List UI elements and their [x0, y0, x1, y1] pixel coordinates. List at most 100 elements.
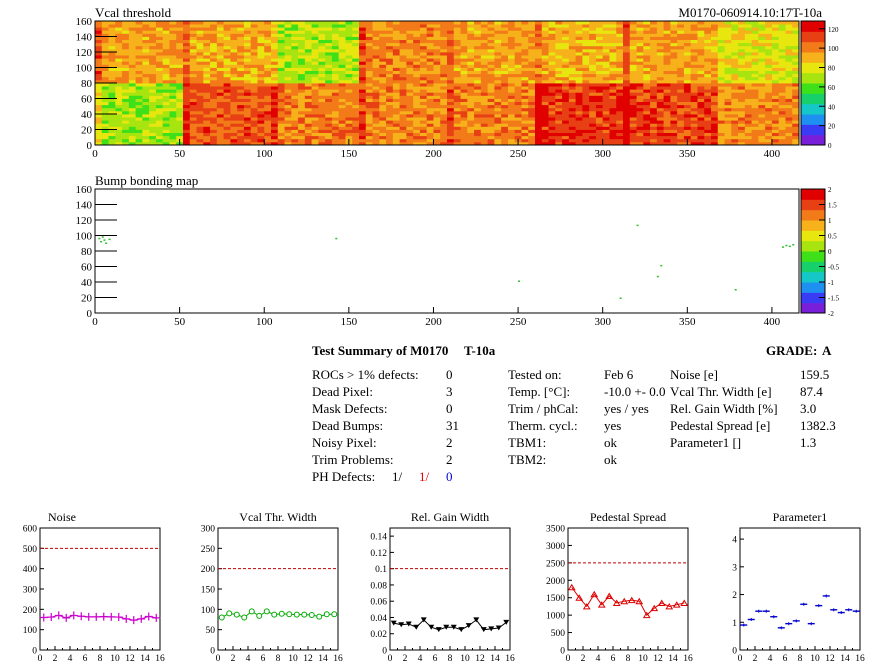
heatmap-cell [277, 76, 285, 81]
heatmap-cell [142, 86, 150, 90]
heatmap-cell [284, 117, 292, 121]
heatmap-cell [338, 138, 346, 143]
heatmap-cell [257, 89, 265, 93]
heatmap-cell [562, 110, 570, 115]
heatmap-cell [453, 30, 461, 34]
heatmap-cell [548, 117, 556, 121]
heatmap-cell [690, 126, 698, 130]
heatmap-cell [758, 89, 766, 93]
heatmap-cell [210, 114, 218, 118]
heatmap-cell [636, 120, 644, 124]
heatmap-cell [216, 123, 225, 127]
heatmap-cell [582, 67, 590, 71]
heatmap-cell [521, 86, 529, 90]
heatmap-cell [250, 101, 258, 106]
heatmap-cell [250, 30, 258, 34]
heatmap-cell [149, 45, 157, 50]
heatmap-cell [115, 58, 123, 62]
heatmap-cell [352, 123, 360, 127]
heatmap-cell [122, 98, 130, 102]
heatmap-cell [392, 120, 401, 124]
y-tick-label: 0 [560, 647, 565, 657]
heatmap-cell [230, 64, 238, 68]
heatmap-cell [582, 79, 590, 84]
heatmap-cell [690, 104, 698, 109]
heatmap-cell [629, 67, 637, 71]
heatmap-cell [697, 123, 705, 127]
heatmap-cell [711, 21, 719, 25]
heatmap-cell [629, 45, 637, 50]
heatmap-cell [311, 141, 319, 146]
heatmap-cell [765, 117, 773, 121]
heatmap-cell [318, 117, 326, 121]
heatmap-cell [717, 89, 725, 93]
heatmap-cell [548, 70, 556, 75]
heatmap-cell [656, 132, 665, 137]
heatmap-cell [521, 141, 529, 146]
heatmap-cell [169, 42, 177, 47]
y-tick-label: 20 [81, 125, 93, 137]
heatmap-cell [467, 64, 475, 68]
heatmap-cell [474, 132, 482, 137]
heatmap-cell [711, 98, 719, 102]
heatmap-cell [460, 36, 468, 40]
heatmap-cell [237, 135, 245, 140]
heatmap-cell [555, 55, 563, 59]
heatmap-cell [291, 98, 299, 102]
heatmap-cell [115, 129, 123, 133]
heatmap-cell [487, 61, 495, 65]
heatmap-cell [744, 33, 753, 37]
heatmap-cell [792, 126, 800, 130]
heatmap-cell [467, 79, 475, 84]
heatmap-cell [474, 129, 482, 133]
heatmap-cell [243, 114, 252, 118]
heatmap-cell [758, 92, 766, 96]
heatmap-cell [494, 30, 502, 34]
heatmap-cell [359, 24, 367, 28]
heatmap-cell [108, 73, 116, 78]
heatmap-cell [731, 104, 739, 109]
heatmap-cell [697, 42, 705, 47]
heatmap-cell [338, 52, 346, 56]
heatmap-cell [650, 98, 658, 102]
heatmap-cell [514, 30, 522, 34]
heatmap-cell [311, 138, 319, 143]
heatmap-cell [650, 36, 658, 40]
heatmap-cell [697, 33, 705, 37]
heatmap-cell [392, 24, 401, 28]
heatmap-cell [379, 110, 387, 115]
heatmap-cell [697, 95, 705, 99]
heatmap-cell [656, 70, 665, 75]
heatmap-cell [609, 126, 617, 130]
heatmap-cell [135, 61, 143, 65]
heatmap-cell [135, 83, 143, 87]
heatmap-cell [406, 52, 414, 56]
heatmap-cell [210, 86, 218, 90]
heatmap-cell [629, 24, 637, 28]
heatmap-cell [413, 55, 421, 59]
heatmap-cell [744, 135, 753, 140]
heatmap-cell [589, 24, 597, 28]
heatmap-cell [406, 83, 414, 87]
heatmap-cell [331, 73, 340, 78]
heatmap-cell [616, 86, 624, 90]
heatmap-cell [447, 21, 455, 25]
heatmap-cell [677, 117, 685, 121]
heatmap-cell [162, 27, 170, 31]
heatmap-cell [426, 104, 434, 109]
x-tick-label: 150 [341, 148, 358, 160]
heatmap-cell [108, 27, 116, 31]
heatmap-cell [616, 104, 624, 109]
heatmap-cell [677, 27, 685, 31]
heatmap-cell [555, 24, 563, 28]
heatmap-cell [575, 45, 583, 50]
heatmap-cell [663, 70, 671, 75]
heatmap-cell [636, 52, 644, 56]
heatmap-cell [636, 135, 644, 140]
heatmap-cell [298, 104, 306, 109]
roc-plot-rel-gain-width: Rel. Gain Width00.020.040.060.080.10.120… [370, 510, 515, 664]
x-tick-label: 400 [764, 316, 781, 328]
heatmap-cell [203, 92, 211, 96]
heatmap-cell [656, 67, 665, 71]
heatmap-cell [108, 123, 116, 127]
